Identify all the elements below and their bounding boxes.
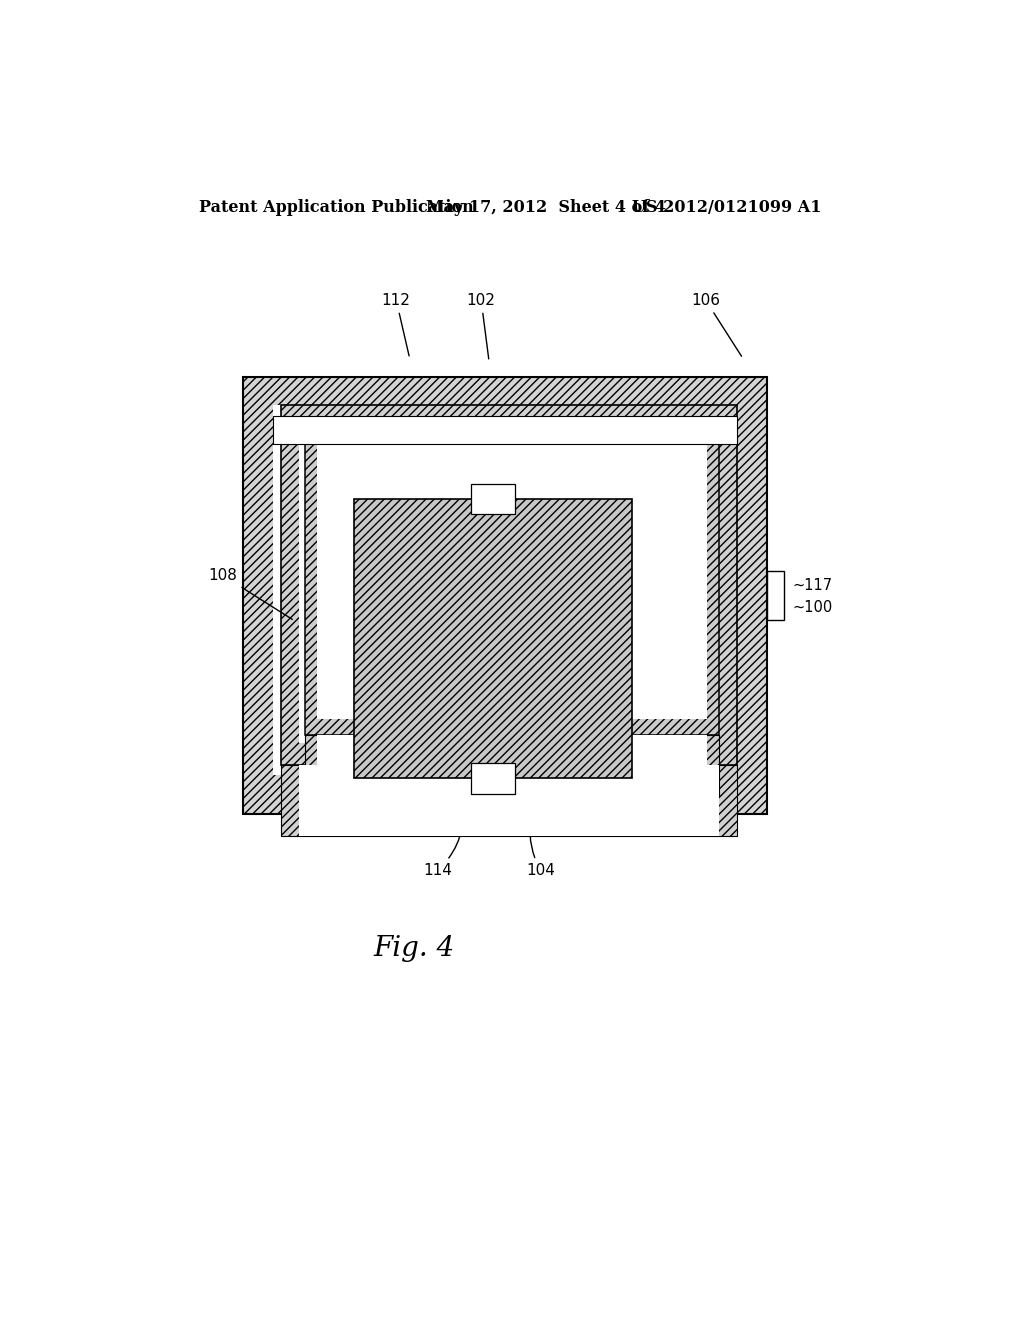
Text: Fig. 4: Fig. 4: [373, 936, 455, 962]
Text: 106: 106: [691, 293, 741, 356]
Text: Patent Application Publication: Patent Application Publication: [200, 199, 474, 216]
Text: US 2012/0121099 A1: US 2012/0121099 A1: [632, 199, 821, 216]
Text: 108: 108: [209, 568, 292, 619]
Bar: [305, 428, 719, 735]
Text: 104: 104: [526, 812, 555, 878]
Bar: [316, 444, 708, 719]
Bar: [282, 766, 736, 837]
Text: ~100: ~100: [793, 601, 833, 615]
Text: 110: 110: [606, 451, 706, 503]
Bar: [316, 735, 708, 796]
Bar: [243, 378, 767, 814]
Text: May 17, 2012  Sheet 4 of 4: May 17, 2012 Sheet 4 of 4: [426, 199, 666, 216]
Text: ~117: ~117: [793, 578, 833, 593]
Bar: [354, 499, 632, 779]
Bar: [767, 572, 784, 620]
Bar: [299, 428, 719, 743]
Text: 112: 112: [382, 293, 411, 356]
Bar: [282, 405, 736, 766]
Bar: [299, 766, 719, 837]
Bar: [273, 416, 736, 444]
Text: 114: 114: [423, 796, 463, 878]
Bar: [305, 735, 719, 796]
Bar: [273, 405, 736, 775]
Bar: [471, 763, 515, 793]
Bar: [471, 483, 515, 515]
Text: 102: 102: [467, 293, 496, 359]
